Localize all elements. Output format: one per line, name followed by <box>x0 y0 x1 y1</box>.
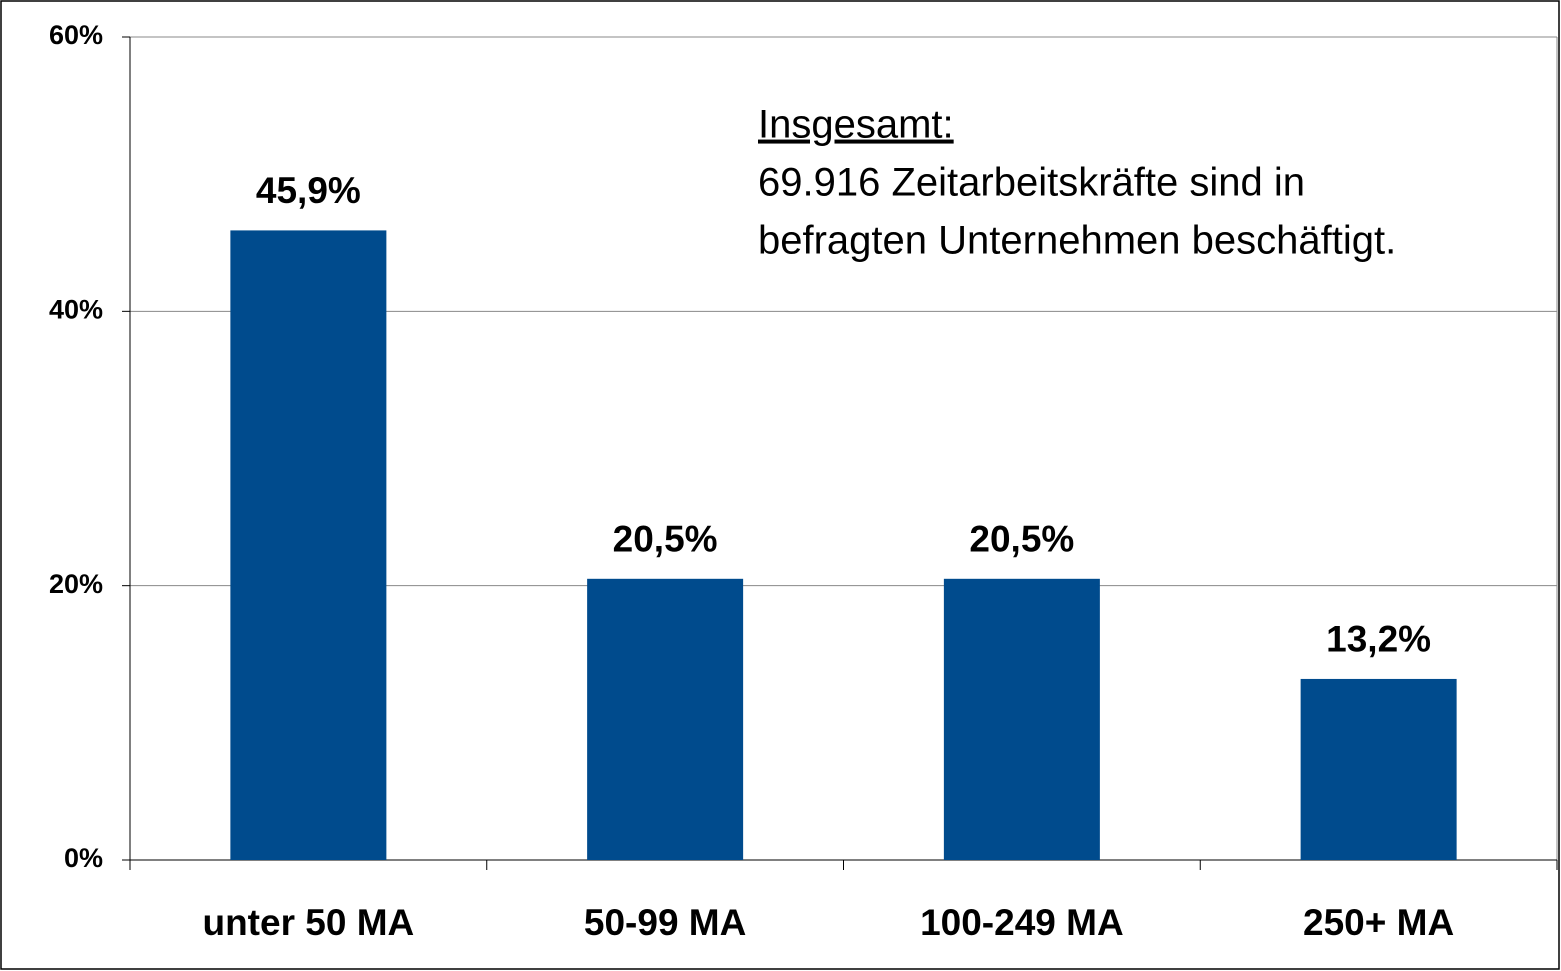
x-tick-label: unter 50 MA <box>202 902 414 943</box>
annotation: Insgesamt: <box>758 103 954 147</box>
y-tick-label: 0% <box>64 843 103 873</box>
annotation: befragten Unternehmen beschäftigt. <box>758 219 1396 263</box>
bar <box>587 578 744 860</box>
value-label: 20,5% <box>613 519 718 560</box>
bar <box>230 230 387 860</box>
bar <box>1300 678 1457 860</box>
y-tick-label: 20% <box>49 569 103 599</box>
value-label: 20,5% <box>969 519 1074 560</box>
x-tick-label: 100-249 MA <box>920 902 1124 943</box>
value-label: 45,9% <box>256 170 361 211</box>
x-tick-label: 50-99 MA <box>584 902 746 943</box>
annotation: 69.916 Zeitarbeitskräfte sind in <box>758 161 1305 205</box>
y-tick-label: 40% <box>49 294 103 324</box>
y-tick-label: 60% <box>49 20 103 50</box>
bar <box>943 578 1100 860</box>
value-label: 13,2% <box>1326 619 1431 660</box>
x-tick-label: 250+ MA <box>1303 902 1454 943</box>
